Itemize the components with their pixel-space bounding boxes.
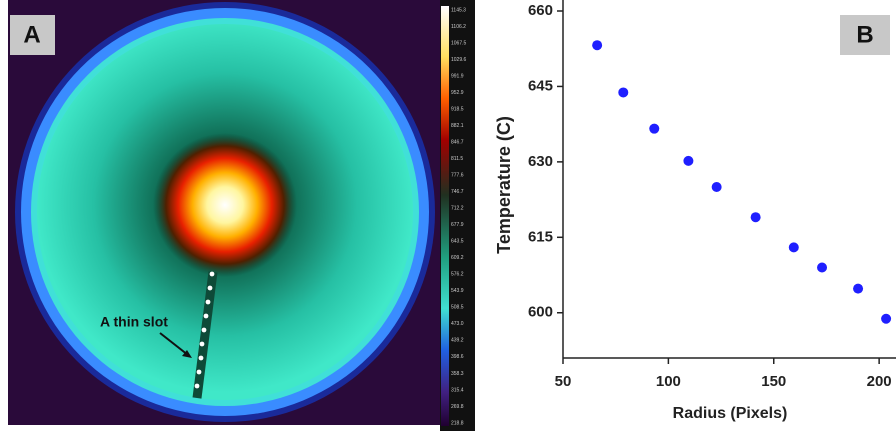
colorbar-label: 508.5: [451, 305, 464, 311]
colorbar-label: 398.6: [451, 354, 464, 360]
y-tick-label: 615: [528, 228, 553, 245]
panel-label: A: [23, 21, 40, 48]
panel-label-box: [840, 15, 890, 55]
colorbar-label: 643.5: [451, 239, 464, 245]
annotation-arrow: [159, 332, 189, 356]
point: [649, 123, 660, 134]
annotation: A thin slot: [100, 314, 168, 330]
colorbar-label: 746.7: [451, 189, 464, 195]
x-axis-label: Radius (Pixels): [673, 405, 788, 422]
colorbar-label: 1029.6: [451, 57, 467, 63]
colorbar-label: 269.8: [451, 404, 464, 410]
x-tick-label: 50: [555, 373, 572, 390]
x-tick-label: 100: [656, 373, 681, 390]
colorbar-label: 609.2: [451, 255, 464, 261]
y-tick-label: 645: [528, 77, 553, 94]
point: [853, 283, 864, 294]
colorbar-label: 952.9: [451, 90, 464, 96]
colorbar-label: 1106.2: [451, 24, 466, 30]
point: [592, 40, 603, 51]
colorbar-label: 576.2: [451, 272, 464, 278]
colorbar-label: 473.0: [451, 321, 464, 327]
point: [817, 262, 828, 273]
colorbar-label: 846.7: [451, 139, 464, 145]
panel-label-box: [10, 15, 55, 55]
point: [881, 313, 892, 324]
point: [788, 242, 799, 253]
colorbar-label: 315.4: [451, 387, 464, 393]
point: [750, 212, 761, 223]
colorbar-label: 777.6: [451, 173, 464, 179]
colorbar-label: 1145.3: [451, 7, 466, 13]
x-tick-label: 200: [867, 373, 892, 390]
colorbar-label: 677.9: [451, 222, 464, 228]
colorbar-label: 991.9: [451, 73, 464, 79]
point: [711, 182, 722, 193]
colorbar-label: 1067.5: [451, 40, 467, 46]
colorbar-label: 358.3: [451, 371, 464, 377]
point: [683, 155, 694, 166]
x-tick-label: 150: [761, 373, 786, 390]
arrow-head: [182, 350, 192, 358]
colorbar-label: 543.9: [451, 288, 464, 294]
point: [618, 87, 629, 98]
colorbar-label: 712.2: [451, 206, 464, 212]
colorbar-label: 882.1: [451, 123, 464, 129]
plot: 600 615 630 645 660 50 100 150 200: [528, 2, 892, 390]
y-tick-label: 600: [528, 304, 553, 321]
colorbar-labels: 1145.3 1106.2 1067.5 1029.6 991.9 952.9 918.5 8…: [451, 7, 467, 426]
colorbar-label: 811.5: [451, 156, 463, 162]
colorbar-label: 918.5: [451, 106, 464, 112]
y-axis-label: Temperature (C): [494, 116, 514, 254]
panel-label: B: [856, 21, 873, 48]
colorbar-label: 218.8: [451, 420, 464, 426]
y-tick-label: 660: [528, 2, 553, 19]
thermal-image: [8, 0, 475, 431]
y-tick-label: 630: [528, 153, 553, 170]
colorbar-label: 439.2: [451, 338, 464, 344]
